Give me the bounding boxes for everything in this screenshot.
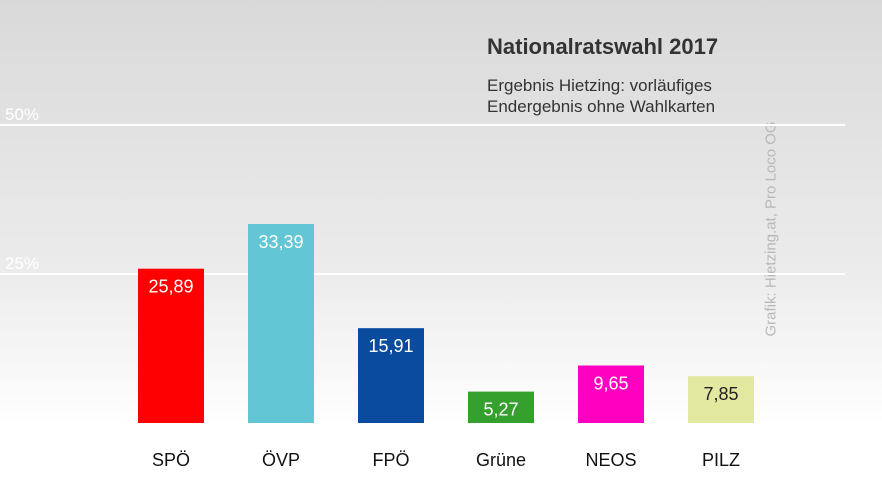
x-tick-label: Grüne <box>476 450 526 470</box>
x-tick-label: PILZ <box>702 450 740 470</box>
bar <box>468 391 534 423</box>
y-tick-label: 50% <box>5 105 39 124</box>
subtitle-line-2: Endergebnis ohne Wahlkarten <box>487 97 716 116</box>
chart-subtitle: Ergebnis Hietzing: vorläufiges Endergebn… <box>487 75 787 117</box>
chart-title: Nationalratswahl 2017 <box>487 34 719 59</box>
data-label: 25,89 <box>148 277 193 297</box>
y-tick-label: 25% <box>5 254 39 273</box>
data-label: 15,91 <box>368 336 413 356</box>
x-tick-label: NEOS <box>585 450 636 470</box>
data-label: 7,85 <box>703 384 738 404</box>
data-label: 9,65 <box>593 373 628 393</box>
subtitle-line-1: Ergebnis Hietzing: vorläufiges <box>487 76 712 95</box>
x-tick-label: FPÖ <box>372 450 409 470</box>
bar <box>358 328 424 423</box>
bar <box>688 376 754 423</box>
data-label: 33,39 <box>258 232 303 252</box>
data-label: 5,27 <box>483 400 518 420</box>
x-tick-label: ÖVP <box>262 450 300 470</box>
bar <box>138 268 204 423</box>
bar <box>248 223 314 423</box>
bar <box>578 365 644 423</box>
x-tick-label: SPÖ <box>152 450 190 470</box>
